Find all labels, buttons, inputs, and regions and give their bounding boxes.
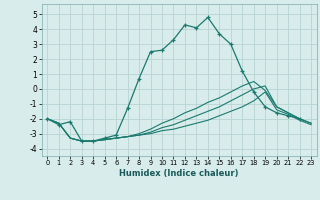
X-axis label: Humidex (Indice chaleur): Humidex (Indice chaleur) — [119, 169, 239, 178]
